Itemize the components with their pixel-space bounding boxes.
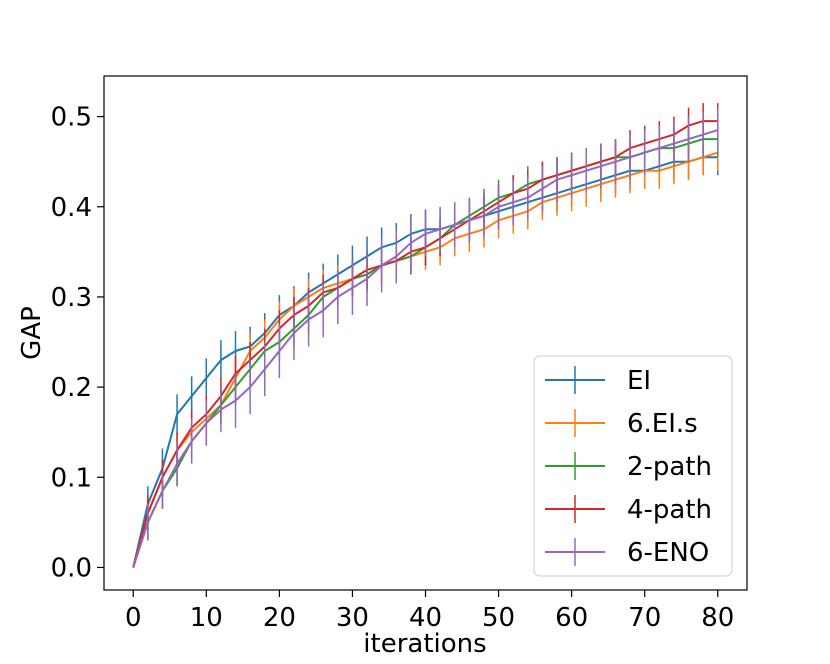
y-axis-label: GAP [17,306,47,360]
x-tick-label: 50 [482,603,515,633]
y-tick-label: 0.4 [51,193,92,223]
x-axis: 0 10 20 30 40 50 60 70 80 [125,590,734,633]
x-axis-label: iterations [363,629,486,659]
x-tick-label: 70 [628,603,661,633]
legend-box [533,355,733,577]
legend-item: 6-ENO [545,538,709,568]
x-tick-label: 40 [409,603,442,633]
y-tick-label: 0.0 [51,553,92,583]
y-tick-label: 0.3 [51,283,92,313]
legend-item: 6.EI.s [545,409,698,439]
legend-item: EI [545,366,651,396]
legend-label: 2-path [627,452,712,482]
legend-item: 4-path [545,495,712,525]
x-tick-label: 60 [555,603,588,633]
x-tick-label: 10 [190,603,223,633]
legend-label: 6.EI.s [627,409,698,439]
series-6-ENO [132,107,719,568]
x-tick-label: 30 [336,603,369,633]
legend-label: EI [627,366,651,396]
y-tick-label: 0.2 [51,373,92,403]
y-tick-label: 0.1 [51,463,92,493]
plot-series [132,103,719,568]
legend-label: 4-path [627,495,712,525]
x-tick-label: 80 [701,603,734,633]
legend-item: 2-path [545,452,712,482]
x-tick-label: 20 [263,603,296,633]
legend-label: 6-ENO [627,538,709,568]
series-line [132,129,719,568]
x-tick-label: 0 [125,603,142,633]
y-axis: 0.0 0.1 0.2 0.3 0.4 0.5 [51,103,104,583]
legend: EI 6.EI.s 2-path 4-path 6-ENO [533,355,733,577]
y-tick-label: 0.5 [51,103,92,133]
